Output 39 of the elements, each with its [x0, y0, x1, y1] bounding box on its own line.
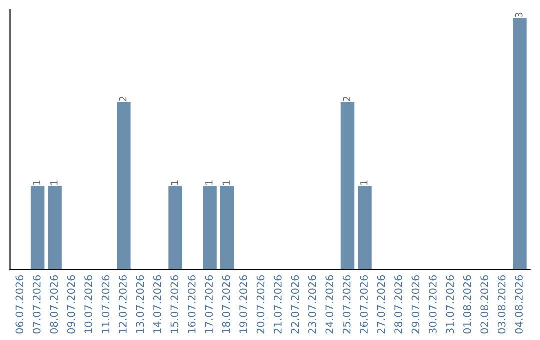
data-label: 1: [206, 180, 213, 185]
x-tick-label: 14.07.2026: [153, 275, 162, 334]
x-tick-label: 23.07.2026: [308, 275, 316, 334]
x-tick-label: 01.08.2026: [463, 275, 472, 334]
x-tick-label: 24.07.2026: [326, 275, 334, 334]
x-tick-label: 19.07.2026: [240, 275, 248, 334]
data-label: 1: [171, 180, 178, 185]
x-tick-label: 18.07.2026: [222, 275, 230, 334]
x-tick-label: 31.07.2026: [446, 275, 454, 334]
x-tick-label: 20.07.2026: [256, 275, 265, 334]
x-tick-label: 06.07.2026: [16, 275, 24, 334]
data-label: 1: [360, 180, 368, 185]
x-tick-label: 08.07.2026: [50, 275, 58, 334]
x-tick-label: 03.08.2026: [498, 275, 506, 334]
data-label: 2: [119, 96, 127, 102]
x-tick-label: 27.07.2026: [377, 275, 386, 334]
x-tick-label: 30.07.2026: [428, 275, 437, 334]
x-tick-label: 13.07.2026: [136, 275, 144, 334]
data-label: 2: [343, 96, 350, 102]
x-tick-label: 28.07.2026: [394, 275, 402, 334]
data-label: 1: [33, 180, 40, 185]
x-tick-label: 07.07.2026: [32, 275, 41, 334]
x-tick-label: 29.07.2026: [412, 275, 420, 334]
x-tick-label: 10.07.2026: [84, 275, 92, 334]
x-tick-label: 09.07.2026: [67, 275, 76, 334]
x-tick-label: 02.08.2026: [480, 275, 489, 334]
x-tick-label: 26.07.2026: [360, 275, 368, 334]
x-tick-label: 15.07.2026: [170, 275, 179, 334]
x-tick-label: 12.07.2026: [119, 275, 127, 334]
x-tick-label: 21.07.2026: [274, 275, 282, 334]
x-tick-label: 04.08.2026: [515, 275, 523, 334]
x-tick-label: 16.07.2026: [188, 275, 196, 334]
x-tick-label: 25.07.2026: [342, 275, 351, 334]
x-tick-label: 17.07.2026: [205, 275, 214, 334]
data-label: 3: [515, 12, 523, 18]
x-tick-label: 11.07.2026: [102, 275, 110, 334]
data-label: 1: [222, 180, 230, 185]
x-tick-label: 22.07.2026: [291, 275, 300, 334]
data-label: 1: [50, 180, 58, 185]
